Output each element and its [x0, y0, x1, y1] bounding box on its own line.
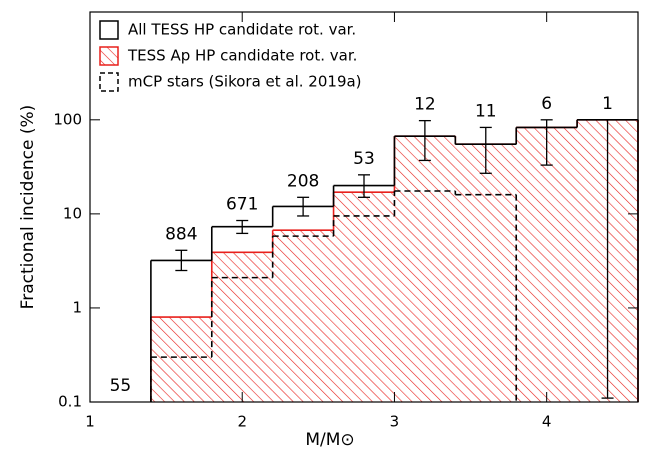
hatched-bar [516, 127, 578, 403]
hatched-bar [150, 317, 212, 402]
y-axis-label: Fractional incidence (%) [18, 105, 38, 310]
legend-label: All TESS HP candidate rot. var. [128, 21, 356, 39]
legend-swatch [99, 46, 119, 66]
count-label: 53 [353, 149, 375, 169]
legend-label: TESS Ap HP candidate rot. var. [127, 47, 357, 65]
x-tick-label: 4 [542, 413, 552, 431]
y-tick-label: 100 [53, 110, 82, 128]
x-tick-label: 3 [390, 413, 400, 431]
count-label: 11 [475, 101, 497, 121]
count-label: 1 [602, 94, 613, 114]
hatched-bar [394, 136, 456, 402]
hatched-bar [211, 252, 273, 402]
count-label: 671 [226, 195, 258, 215]
legend-swatch [99, 72, 119, 92]
hatched-bar [455, 144, 517, 402]
x-tick-label: 2 [237, 413, 247, 431]
count-label: 12 [414, 95, 436, 115]
y-tick-label: 0.1 [58, 393, 82, 411]
count-label: 55 [110, 376, 132, 396]
legend-label: mCP stars (Sikora et al. 2019a) [128, 73, 362, 91]
hatched-bar [272, 230, 334, 402]
y-tick-label: 10 [63, 204, 82, 222]
count-label: 884 [165, 224, 197, 244]
count-label: 208 [287, 171, 319, 191]
plot-frame [89, 11, 639, 403]
hatched-bar [333, 192, 395, 402]
x-axis-label: M/M⊙ [305, 430, 354, 450]
count-label: 6 [541, 94, 552, 114]
legend-swatch [99, 20, 119, 40]
y-tick-label: 1 [72, 298, 82, 316]
x-tick-label: 1 [85, 413, 95, 431]
